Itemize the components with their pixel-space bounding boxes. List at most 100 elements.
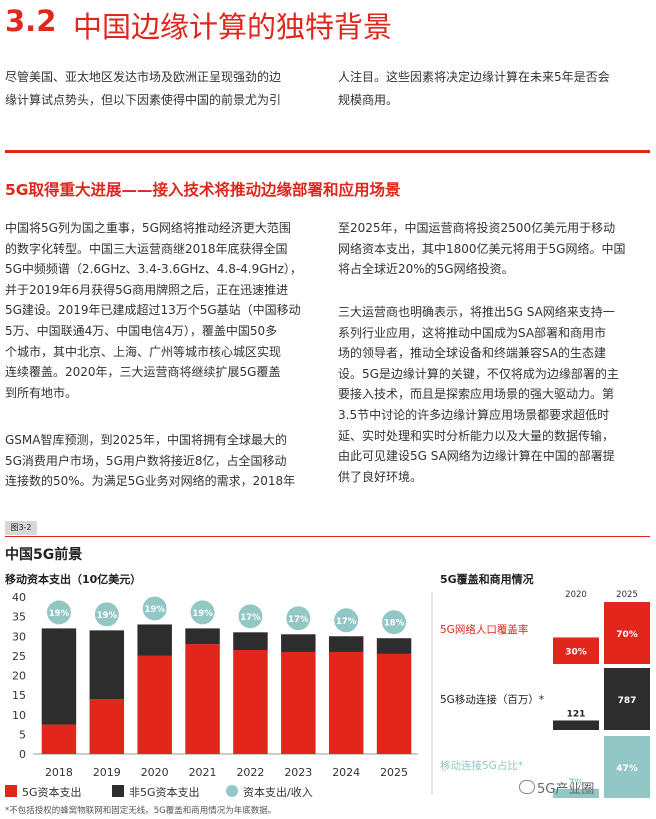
intro-line: 规模商用。 (338, 93, 399, 107)
ratio-label: 17% (336, 617, 357, 627)
x-tick-label: 2025 (380, 766, 408, 779)
body-line: 三大运营商也明确表示，将推出5G SA网络来支持一 (338, 305, 615, 319)
ratio-label: 19% (97, 611, 118, 621)
body-line: 3.5节中讨论的许多边缘计算应用场景都要求超低时 (338, 407, 610, 422)
ratio-label: 19% (192, 609, 213, 619)
ratio-label: 17% (240, 613, 261, 623)
body-line: 中国将5G列为国之重事，5G网络将推动经济更大范围 (5, 221, 291, 235)
ratio-bubble (46, 600, 71, 625)
ratio-label: 17% (288, 615, 309, 625)
body-line: 连续覆盖。2020年，三大运营商将继续扩展5G覆盖 (5, 365, 281, 380)
legend-label-ratio: 资本支出/收入 (243, 786, 313, 799)
coverage-bar (553, 788, 599, 798)
intro-left: 尽管美国、亚太地区发达市场及欧洲正呈现强劲的边 缘计算试点势头，但以下因素使得中… (5, 66, 281, 112)
legend-label-5g: 5G资本支出 (22, 786, 82, 799)
legend-label-non5g: 非5G资本支出 (129, 786, 200, 799)
coverage-bar (604, 602, 650, 664)
body-line: 延、实时处理和实时分析能力以及大量的数据传输， (338, 428, 615, 443)
ratio-bubble (190, 600, 215, 625)
x-tick-label: 2019 (93, 766, 121, 779)
ratio-bubble (94, 602, 119, 627)
figure-divider (5, 536, 650, 537)
bar-non5g-capex (89, 630, 125, 700)
bar-non5g-capex (328, 636, 364, 652)
x-tick-label: 2023 (284, 766, 312, 779)
ratio-bubble (334, 608, 359, 633)
wechat-icon (519, 780, 535, 794)
body-line: 5万、中国联通4万、中国电信4万），覆盖中国50多 (5, 323, 278, 338)
coverage-value-label: 787 (618, 696, 637, 706)
ratio-bubble (382, 610, 407, 635)
coverage-bar (604, 668, 650, 730)
y-tick-label: 25 (12, 650, 26, 663)
body-right-para-2: 三大运营商也明确表示，将推出5G SA网络来支持一 系列行业应用，这将推动中国成… (338, 302, 619, 487)
body-line: 要接入技术，而且是探索应用场景的强大驱动力。第 (338, 387, 615, 402)
ratio-label: 18% (384, 619, 405, 629)
intro-right: 人注目。这些因素将决定边缘计算在未来5年是否会 规模商用。 (338, 66, 610, 112)
subheading: 5G取得重大进展——接入技术将推动边缘部署和应用场景 (5, 181, 401, 199)
x-tick-label: 2021 (189, 766, 217, 779)
body-line: 5G建设。2019年已建成超过13万个5G基站（中国移动 (5, 303, 301, 318)
body-line: 并于2019年6月获得5G商用牌照之后，正在迅速推进 (5, 282, 289, 297)
y-tick-label: 30 (12, 630, 26, 643)
figure-title: 中国5G前景 (5, 547, 83, 563)
body-left-para-1: 中国将5G列为国之重事，5G网络将推动经济更大范围 的数字化转型。中国三大运营商… (5, 218, 302, 403)
body-line: 由此可见建设5G SA网络为边缘计算在中国的部署提 (338, 449, 615, 464)
ratio-bubble (286, 606, 311, 631)
legend-swatch-ratio (226, 785, 238, 797)
body-line: 个城市，其中北京、上海、广州等城市核心城区实现 (5, 344, 282, 359)
figure-label: 图3-2 (5, 521, 37, 535)
y-tick-label: 10 (12, 709, 26, 722)
watermark: 5G产业圈 (537, 782, 595, 797)
coverage-value-label: 121 (567, 709, 586, 719)
legend-swatch-non5g (112, 785, 124, 797)
bar-5g-capex (185, 644, 220, 754)
ratio-bubble (238, 604, 263, 629)
body-line: 连接数的50%。为满足5G业务对网络的需求，2018年 (5, 474, 296, 489)
section-title: 中国边缘计算的独特背景 (73, 10, 393, 44)
body-right-para-1: 至2025年，中国运营商将投资2500亿美元用于移动 网络资本支出，其中1800… (338, 218, 625, 280)
coverage-column-label: 2025 (616, 590, 638, 600)
y-tick-label: 0 (19, 748, 26, 761)
bar-5g-capex (41, 724, 77, 754)
body-line: 5G消费用户市场，5G用户数将接近8亿，占全国移动 (5, 453, 287, 468)
intro-line: 尽管美国、亚太地区发达市场及欧洲正呈现强劲的边 (5, 70, 282, 84)
bar-5g-capex (233, 649, 268, 754)
body-left-para-2: GSMA智库预测，到2025年，中国将拥有全球最大的 5G消费用户市场，5G用户… (5, 430, 295, 492)
coverage-row-label: 移动连接5G占比* (440, 759, 523, 772)
body-line: 的数字化转型。中国三大运营商继2018年底获得全国 (5, 241, 288, 256)
coverage-value-label: 47% (616, 764, 638, 774)
y-tick-label: 40 (12, 591, 26, 604)
figure-footnote: *不包括授权的蜂窝物联网和固定无线。5G覆盖和商用情况为年底数据。 (5, 806, 277, 816)
bar-5g-capex (137, 655, 172, 754)
coverage-bar (553, 720, 599, 730)
bar-non5g-capex (137, 624, 172, 656)
body-line: 网络资本支出，其中1800亿美元将用于5G网络。中国 (338, 241, 626, 256)
bar-non5g-capex (233, 632, 268, 650)
coverage-row-label: 5G移动连接（百万）* (440, 693, 544, 706)
body-line: 系列行业应用，这将推动中国成为SA部署和商用市 (338, 325, 607, 340)
coverage-row-label: 5G网络人口覆盖率 (440, 623, 528, 636)
coverage-panel-title: 5G覆盖和商用情况 (440, 573, 534, 586)
coverage-column-label: 2020 (565, 590, 587, 600)
intro-line: 人注目。这些因素将决定边缘计算在未来5年是否会 (338, 70, 610, 84)
ratio-label: 19% (49, 609, 70, 619)
y-tick-label: 20 (12, 670, 26, 683)
chart-legend: 5G资本支出 非5G资本支出 资本支出/收入 (5, 784, 425, 800)
body-line: 场的领导者，推动全球设备和终端兼容SA的生态建 (338, 346, 607, 361)
y-tick-label: 5 (19, 728, 26, 741)
bar-5g-capex (328, 651, 364, 754)
body-line: 5G中频频谱（2.6GHz、3.4-3.6GHz、4.8-4.9GHz）， (5, 262, 302, 277)
x-tick-label: 2018 (45, 766, 73, 779)
coverage-bar (553, 637, 599, 664)
bar-5g-capex (89, 699, 125, 754)
body-line: GSMA智库预测，到2025年，中国将拥有全球最大的 (5, 433, 288, 447)
bar-non5g-capex (376, 638, 412, 654)
bar-non5g-capex (41, 628, 77, 725)
bar-5g-capex (281, 651, 316, 754)
coverage-value-label: 30% (565, 648, 587, 658)
section-divider (5, 150, 650, 153)
body-line: 供了良好环境。 (338, 469, 423, 484)
bar-non5g-capex (185, 628, 220, 645)
